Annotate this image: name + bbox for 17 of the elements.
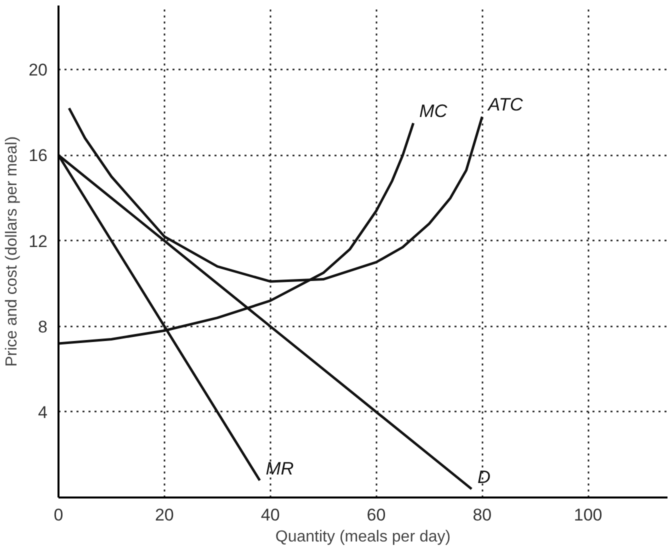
x-tick-label: 80 bbox=[472, 506, 492, 524]
x-tick-label: 20 bbox=[154, 506, 174, 524]
x-tick-label: 60 bbox=[366, 506, 386, 524]
x-axis-title: Quantity (meals per day) bbox=[275, 528, 451, 546]
x-tick-label: 40 bbox=[260, 506, 280, 524]
y-tick-label: 20 bbox=[28, 60, 48, 80]
y-axis-title: Price and cost (dollars per meal) bbox=[4, 136, 21, 367]
series-label: MC bbox=[419, 101, 448, 122]
x-tick-label: 0 bbox=[54, 506, 64, 524]
x-tick-label: 100 bbox=[574, 506, 602, 524]
y-tick-label: 8 bbox=[38, 317, 48, 336]
y-tick-label: 16 bbox=[28, 146, 48, 166]
y-tick-label: 12 bbox=[28, 232, 48, 251]
series-label: MR bbox=[266, 458, 294, 478]
series-label: D bbox=[478, 466, 491, 487]
y-tick-label: 4 bbox=[38, 402, 48, 422]
series-label: ATC bbox=[487, 94, 524, 115]
